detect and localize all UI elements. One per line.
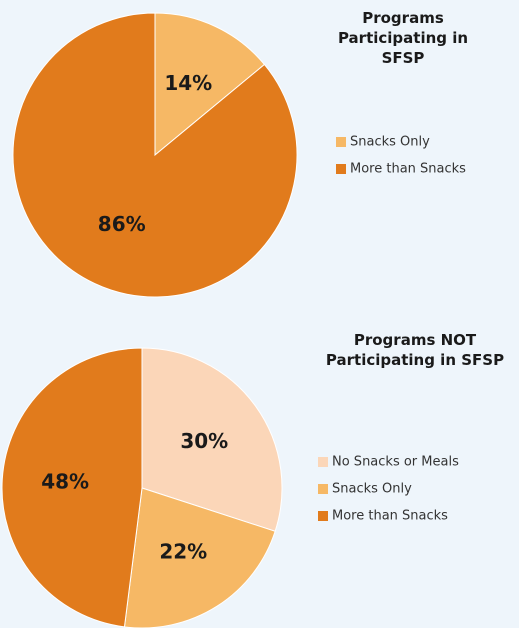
legend-label: Snacks Only [332, 482, 412, 497]
chart-title: Programs Participating in SFSP [337, 9, 469, 67]
legend-label: More than Snacks [350, 162, 466, 177]
pie-slice [141, 347, 283, 532]
legend-swatch [318, 484, 328, 494]
legend-swatch [318, 511, 328, 521]
legend-label: Snacks Only [350, 135, 430, 150]
data-label: 86% [98, 212, 146, 236]
legend-label: More than Snacks [332, 509, 448, 524]
legend-swatch [318, 457, 328, 467]
pie-slice [12, 12, 298, 298]
data-label: 30% [180, 429, 228, 453]
data-label: 22% [159, 540, 207, 564]
data-label: 48% [41, 470, 89, 494]
data-label: 14% [164, 71, 212, 95]
legend-swatch [336, 137, 346, 147]
legend-label: No Snacks or Meals [332, 455, 459, 470]
pie-slice [1, 347, 143, 628]
legend-swatch [336, 164, 346, 174]
pie-slice [154, 12, 266, 157]
chart-title: Programs NOT Participating in SFSP [325, 331, 505, 369]
